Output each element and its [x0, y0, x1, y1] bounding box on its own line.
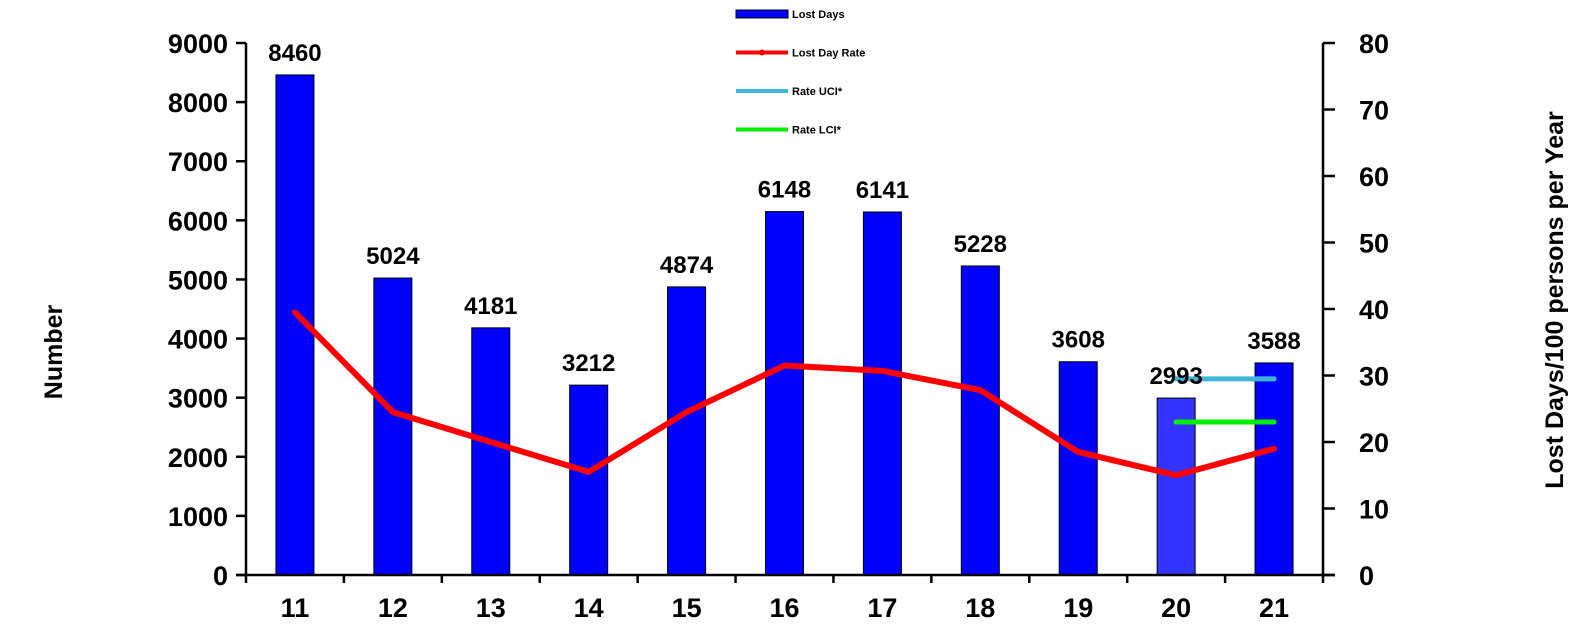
y-axis-title-left: Number [40, 305, 68, 400]
bars-group [275, 74, 1294, 576]
series-point-1-1 [1271, 376, 1277, 382]
legend-item-2: Rate UCI* [736, 86, 843, 98]
bar-15 [667, 286, 707, 576]
legend-item-0: Lost Days [735, 9, 845, 21]
y-tick-label-right: 70 [1359, 96, 1389, 126]
x-tick-label-14: 14 [574, 593, 604, 623]
x-tick-label-17: 17 [867, 593, 897, 623]
bar-14 [569, 384, 609, 576]
y-tick-label-left: 9000 [168, 29, 228, 59]
data-label-14: 3212 [562, 350, 615, 377]
data-label-11: 8460 [268, 40, 321, 67]
y-tick-label-right: 50 [1359, 229, 1389, 259]
series-point-0-0 [292, 309, 298, 315]
x-tick-label-21: 21 [1259, 593, 1289, 623]
bar-21 [1254, 362, 1294, 576]
series-point-0-8 [1075, 449, 1081, 455]
x-tick-label-20: 20 [1161, 593, 1191, 623]
bar-13 [471, 327, 511, 576]
series-point-0-1 [390, 409, 396, 415]
series-point-2-1 [1271, 419, 1277, 425]
series-point-0-5 [782, 363, 787, 369]
bar-19 [1058, 361, 1098, 576]
data-label-13: 4181 [464, 293, 517, 320]
y-tick-label-right: 30 [1359, 362, 1389, 392]
x-tick-label-15: 15 [672, 593, 702, 623]
y-tick-label-left: 7000 [168, 147, 228, 177]
series-point-1-0 [1173, 376, 1179, 382]
x-tick-label-11: 11 [281, 593, 310, 623]
legend-swatch-marker [759, 49, 765, 56]
bar-20 [1156, 397, 1196, 576]
y-tick-label-right: 10 [1359, 495, 1389, 525]
axes-group: 0 1000 2000 3000 4000 5000 6000 7000 8000 9000 0 10… [168, 29, 1389, 623]
legend: Lost Days Lost Day Rate Rate UCI* Rate LCI* [735, 9, 865, 137]
y-tick-label-right: 80 [1359, 29, 1389, 59]
legend-swatch-bar [735, 9, 789, 19]
y-tick-label-left: 6000 [168, 206, 228, 236]
y-tick-label-left: 1000 [168, 502, 228, 532]
y-tick-label-left: 0 [213, 561, 228, 591]
legend-item-3: Rate LCI* [736, 125, 842, 137]
series-point-0-9 [1173, 472, 1179, 478]
data-label-15: 4874 [660, 252, 714, 279]
bar-17 [862, 211, 902, 576]
y-tick-label-left: 2000 [168, 443, 228, 473]
y-tick-label-right: 20 [1359, 428, 1389, 458]
y-tick-label-left: 8000 [168, 88, 228, 118]
series-point-0-2 [488, 439, 494, 445]
x-tick-label-19: 19 [1063, 593, 1093, 623]
data-label-19: 3608 [1052, 327, 1105, 354]
lines-group [291, 309, 1278, 479]
y-tick-label-left: 5000 [168, 265, 228, 295]
y-tick-label-right: 0 [1359, 561, 1374, 591]
y-tick-label-right: 40 [1359, 295, 1389, 325]
series-point-0-6 [879, 368, 885, 374]
legend-label: Lost Day Rate [792, 48, 865, 60]
bar-12 [373, 277, 413, 576]
y-tick-label-left: 3000 [168, 384, 228, 414]
x-tick-label-13: 13 [476, 593, 506, 623]
data-label-17: 6141 [856, 177, 909, 204]
bar-18 [960, 265, 1000, 576]
data-label-20: 2993 [1149, 363, 1202, 390]
y-tick-label-right: 60 [1359, 162, 1389, 192]
series-point-0-4 [684, 409, 690, 415]
series-point-0-7 [977, 387, 983, 393]
data-label-12: 5024 [366, 243, 420, 270]
series-point-2-0 [1173, 419, 1179, 425]
legend-label: Lost Days [792, 9, 845, 21]
data-labels-group: 8460 5024 4181 3212 4874 6148 6141 5228 3608 2993… [268, 40, 1300, 390]
x-tick-label-12: 12 [378, 593, 408, 623]
y-axis-title-right: Lost Days/100 persons per Year [1541, 111, 1569, 489]
x-tick-label-16: 16 [769, 593, 799, 623]
bar-16 [765, 211, 804, 576]
series-point-0-10 [1271, 446, 1277, 452]
legend-label: Rate UCI* [792, 86, 843, 98]
legend-item-1: Lost Day Rate [736, 48, 865, 60]
data-label-21: 3588 [1247, 328, 1300, 355]
series-point-0-3 [586, 469, 592, 475]
data-label-16: 6148 [758, 177, 811, 204]
y-tick-label-left: 4000 [168, 325, 228, 355]
x-tick-label-18: 18 [965, 593, 995, 623]
legend-label: Rate LCI* [792, 125, 842, 137]
data-label-18: 5228 [954, 231, 1007, 258]
